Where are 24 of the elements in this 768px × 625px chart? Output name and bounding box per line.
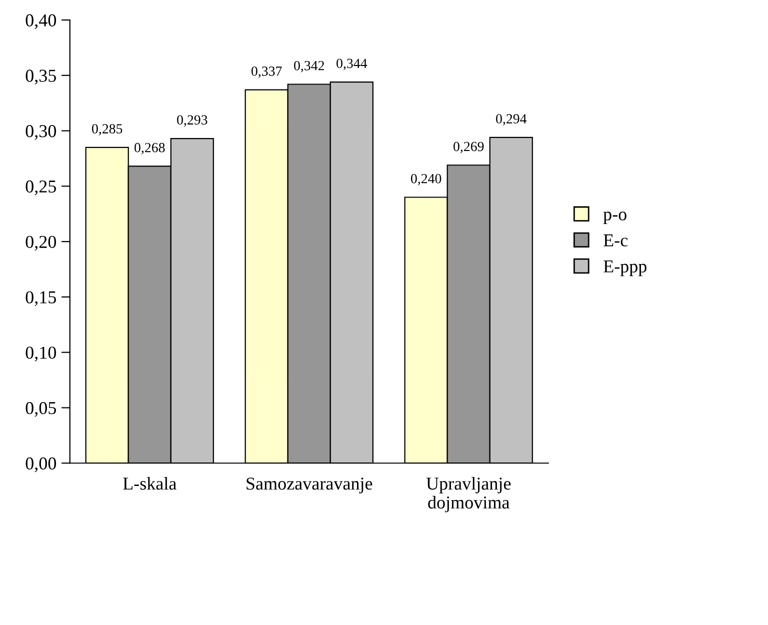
y-tick-label: 0,20 bbox=[26, 236, 56, 251]
y-tick-label: 0,30 bbox=[26, 125, 56, 140]
legend-label: p-o bbox=[603, 212, 626, 224]
x-tick-label: L-skala bbox=[123, 477, 176, 490]
y-tick-label: 0,25 bbox=[26, 180, 56, 196]
data-label: 0,240 bbox=[410, 174, 442, 186]
data-label: 0,337 bbox=[251, 66, 282, 78]
data-label: 0,294 bbox=[496, 114, 527, 126]
legend-label: E-ppp bbox=[604, 260, 646, 276]
y-tick-label: 0,05 bbox=[26, 402, 56, 417]
data-label: 0,269 bbox=[454, 142, 484, 154]
legend-label: E-c bbox=[604, 234, 628, 246]
data-label: 0,344 bbox=[336, 58, 368, 70]
data-label: 0,293 bbox=[177, 115, 208, 127]
y-tick-label: 0,00 bbox=[26, 457, 56, 472]
x-tick-label: Samozavaravanje bbox=[246, 478, 372, 494]
y-tick-label: 0,40 bbox=[26, 14, 56, 30]
x-tick-label: Upravljanje dojmovima bbox=[426, 477, 511, 512]
data-label: 0,285 bbox=[92, 124, 122, 136]
y-tick-label: 0,15 bbox=[26, 291, 56, 306]
y-tick-label: 0,10 bbox=[26, 346, 56, 362]
y-tick-label: 0,35 bbox=[26, 70, 56, 84]
data-label: 0,342 bbox=[294, 60, 324, 72]
data-label: 0,268 bbox=[134, 142, 165, 154]
